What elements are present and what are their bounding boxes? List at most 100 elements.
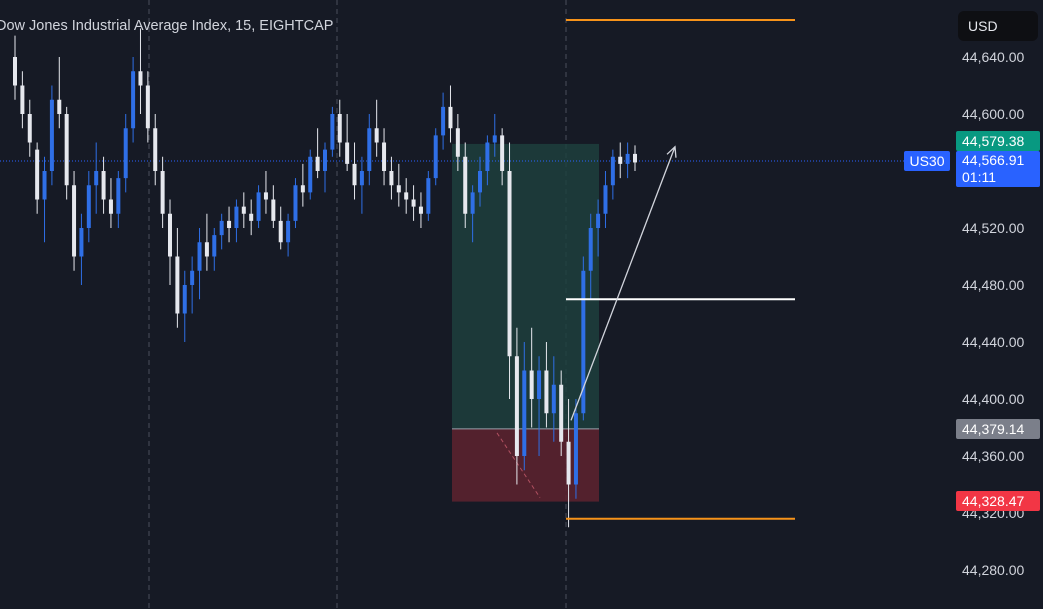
- candle-body: [478, 171, 482, 193]
- candle-body: [573, 413, 578, 485]
- price-tick: 44,480.00: [962, 277, 1025, 293]
- price-tick: 44,600.00: [962, 106, 1025, 122]
- candle-body: [131, 71, 136, 129]
- candle-body: [551, 384, 556, 414]
- currency-button[interactable]: USD: [958, 11, 1038, 41]
- candle-body: [433, 135, 438, 179]
- candle-body: [20, 85, 25, 114]
- price-tick: 44,280.00: [962, 562, 1025, 578]
- candle-body: [101, 171, 106, 200]
- candle-body: [86, 185, 91, 228]
- price-tick: 44,640.00: [962, 49, 1025, 65]
- candle-body: [588, 228, 593, 271]
- candlesticks: [13, 28, 637, 528]
- candle-body: [190, 270, 195, 285]
- symbol-label: US30: [904, 151, 950, 171]
- candle-body: [35, 149, 40, 200]
- projection-arrow: [570, 146, 676, 421]
- candle-body: [116, 178, 121, 214]
- price-tick: 44,440.00: [962, 334, 1025, 350]
- candle-body: [448, 106, 453, 129]
- candle-body: [234, 206, 239, 228]
- candle-body: [455, 128, 460, 157]
- candle-body: [300, 185, 305, 193]
- candle-body: [485, 142, 490, 171]
- candle-body: [596, 213, 601, 228]
- candle-body: [145, 85, 150, 129]
- candle-body: [197, 242, 202, 271]
- candle-body: [507, 171, 512, 357]
- candle-body: [263, 192, 268, 200]
- candle-body: [359, 171, 364, 186]
- long-position-tool: [0, 143, 950, 502]
- candle-body: [108, 199, 113, 214]
- candle-body: [441, 106, 446, 136]
- candle-body: [315, 156, 320, 171]
- candle-body: [153, 128, 158, 171]
- candle-body: [492, 135, 497, 143]
- candle-body: [345, 142, 350, 164]
- candle-body: [204, 242, 209, 257]
- price-tick: 44,400.00: [962, 391, 1025, 407]
- candle-body: [337, 114, 342, 143]
- candle-body: [382, 142, 387, 171]
- candle-body: [241, 206, 246, 214]
- last-price-value: 44,566.91: [962, 152, 1025, 168]
- drawing-overlays: [566, 18, 795, 520]
- candle-body: [123, 128, 128, 179]
- candle-body: [537, 370, 542, 399]
- candle-body: [603, 185, 608, 214]
- price-tick: 44,360.00: [962, 448, 1025, 464]
- candle-body: [138, 71, 143, 86]
- candle-body: [271, 199, 276, 221]
- candle-body: [212, 235, 217, 257]
- stop-price-label: 44,328.47: [956, 491, 1040, 511]
- candle-body: [57, 99, 62, 114]
- candle-body: [219, 220, 224, 236]
- candle-body: [411, 199, 416, 207]
- candle-body: [27, 114, 32, 143]
- candle-body: [227, 220, 232, 228]
- candle-body: [514, 356, 519, 456]
- candle-body: [610, 156, 615, 186]
- candle-body: [168, 213, 172, 257]
- candle-body: [522, 370, 527, 456]
- candle-body: [404, 192, 409, 200]
- candle-body: [396, 185, 401, 193]
- candle-body: [182, 285, 187, 314]
- chart-title: Dow Jones Industrial Average Index, 15, …: [0, 18, 334, 34]
- candle-body: [559, 384, 564, 442]
- candle-body: [625, 153, 630, 164]
- bar-countdown: 01:11: [962, 169, 996, 185]
- candle-body: [42, 171, 47, 200]
- candle-body: [308, 156, 313, 193]
- candle-body: [544, 370, 549, 414]
- arrow-head-icon: [666, 145, 677, 158]
- candle-body: [293, 185, 298, 221]
- target-price-label: 44,579.38: [956, 131, 1040, 151]
- candle-body: [470, 192, 475, 214]
- candle-body: [13, 57, 17, 86]
- candle-body: [566, 441, 571, 485]
- last-price-label: 44,566.91 01:11: [956, 151, 1040, 187]
- candle-body: [500, 135, 505, 171]
- candle-body: [49, 99, 54, 171]
- candle-body: [352, 163, 357, 186]
- candle-body: [249, 213, 254, 221]
- candle-body: [618, 156, 623, 164]
- candle-body: [94, 171, 99, 186]
- candle-body: [463, 156, 468, 214]
- candle-body: [374, 128, 379, 143]
- candle-body: [286, 220, 291, 243]
- candle-body: [64, 114, 69, 186]
- candle-body: [330, 114, 335, 150]
- candle-body: [581, 270, 586, 414]
- candle-body: [160, 171, 165, 214]
- candle-body: [389, 171, 394, 186]
- candle-body: [426, 178, 431, 214]
- candle-body: [529, 370, 534, 399]
- candle-body: [72, 185, 77, 257]
- candle-body: [323, 149, 327, 171]
- stop-path: [496, 432, 541, 498]
